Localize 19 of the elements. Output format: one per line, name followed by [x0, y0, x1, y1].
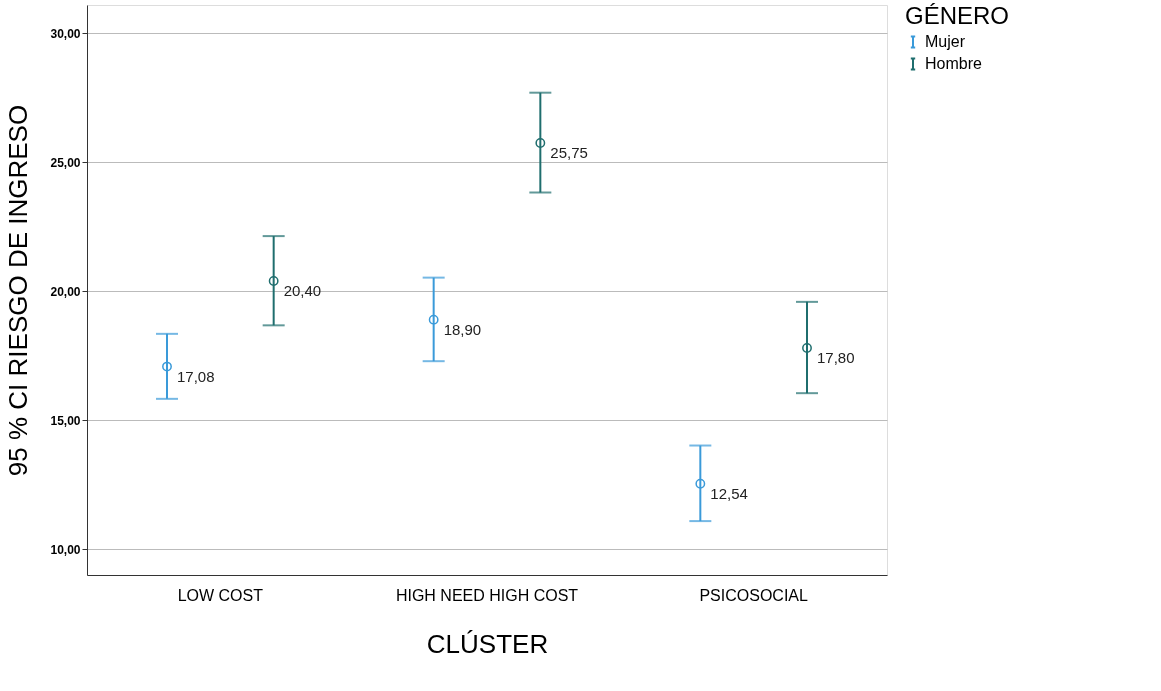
legend-label: Hombre — [925, 55, 983, 72]
legend-label: Mujer — [925, 33, 966, 50]
y-axis-title: 95 % CI RIESGO DE INGRESO — [3, 104, 34, 477]
data-label: 17,08 — [177, 367, 215, 385]
data-label: 12,54 — [710, 484, 748, 502]
x-tick-label: PSICOSOCIAL — [699, 586, 808, 604]
y-tick-label: 10,00 — [50, 542, 81, 557]
y-tick-label: 30,00 — [50, 26, 81, 41]
y-tick-label: 15,00 — [50, 413, 81, 428]
y-tick-label: 20,00 — [50, 284, 81, 299]
data-label: 25,75 — [550, 143, 588, 161]
data-label: 17,80 — [817, 349, 855, 367]
data-label: 20,40 — [283, 281, 322, 299]
y-tick-label: 25,00 — [50, 155, 81, 170]
x-tick-label: LOW COST — [177, 586, 264, 604]
x-tick-label: HIGH NEED HIGH COST — [395, 586, 579, 604]
data-label: 18,90 — [443, 320, 482, 338]
x-axis-title: CLÚSTER — [426, 628, 549, 659]
legend-title: GÉNERO — [905, 2, 1010, 29]
